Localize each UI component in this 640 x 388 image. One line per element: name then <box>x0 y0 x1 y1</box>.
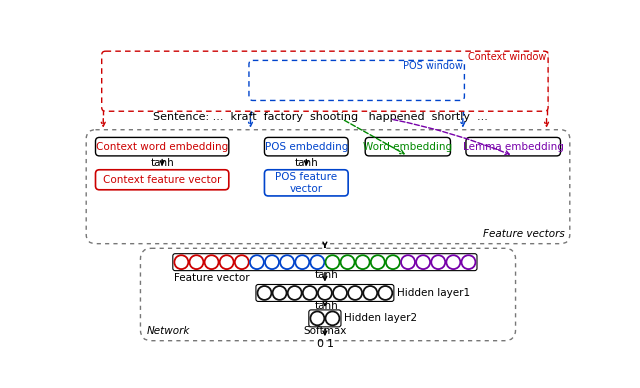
Text: Network: Network <box>147 326 190 336</box>
Text: Softmax: Softmax <box>303 326 347 336</box>
Text: 0: 0 <box>316 339 323 349</box>
FancyBboxPatch shape <box>256 284 394 301</box>
Text: Feature vectors: Feature vectors <box>483 229 565 239</box>
Text: tanh: tanh <box>150 158 174 168</box>
Text: tanh: tanh <box>315 301 339 311</box>
FancyBboxPatch shape <box>249 61 465 100</box>
FancyBboxPatch shape <box>173 254 477 270</box>
Text: tanh: tanh <box>315 270 339 280</box>
Text: Hidden layer2: Hidden layer2 <box>344 314 417 323</box>
Text: Lemma embedding: Lemma embedding <box>463 142 564 152</box>
FancyBboxPatch shape <box>140 248 516 341</box>
Text: POS feature
vector: POS feature vector <box>275 172 337 194</box>
Text: POS embedding: POS embedding <box>264 142 348 152</box>
Text: Hidden layer1: Hidden layer1 <box>397 288 470 298</box>
Text: Context feature vector: Context feature vector <box>103 175 221 185</box>
Text: tanh: tanh <box>294 158 318 168</box>
FancyBboxPatch shape <box>309 310 341 327</box>
FancyBboxPatch shape <box>365 137 451 156</box>
Text: Feature vector: Feature vector <box>174 273 250 283</box>
FancyBboxPatch shape <box>264 170 348 196</box>
FancyBboxPatch shape <box>95 137 229 156</box>
FancyBboxPatch shape <box>95 170 229 190</box>
FancyBboxPatch shape <box>102 51 548 111</box>
FancyBboxPatch shape <box>466 137 561 156</box>
Text: Context word embedding: Context word embedding <box>96 142 228 152</box>
Text: 1: 1 <box>327 339 334 349</box>
Text: Sentence: ...  kraft  factory  shooting   happened  shortly  ...: Sentence: ... kraft factory shooting hap… <box>153 113 488 122</box>
Text: POS window: POS window <box>403 61 463 71</box>
Text: Context window: Context window <box>468 52 547 62</box>
Text: Word embedding: Word embedding <box>364 142 452 152</box>
FancyBboxPatch shape <box>86 130 570 244</box>
FancyBboxPatch shape <box>264 137 348 156</box>
